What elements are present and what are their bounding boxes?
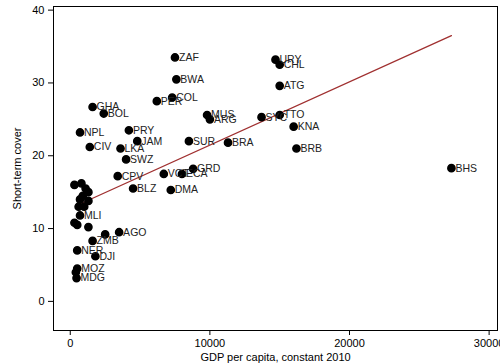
svg-text:KNA: KNA [298,120,320,132]
svg-text:20: 20 [32,149,44,161]
svg-text:JAM: JAM [141,135,162,147]
svg-text:ZAF: ZAF [179,51,199,63]
svg-text:SYC: SYC [265,110,288,123]
svg-text:PRY: PRY [132,123,155,136]
svg-text:ECA: ECA [186,167,208,179]
svg-text:LKA: LKA [124,141,145,154]
svg-text:20000: 20000 [334,337,365,349]
svg-text:DJI: DJI [99,249,116,262]
svg-text:CPV: CPV [122,170,144,182]
svg-text:40: 40 [32,4,44,16]
svg-text:30: 30 [32,76,44,88]
svg-text:NPL: NPL [84,126,105,138]
svg-text:MOZ: MOZ [81,262,105,274]
svg-text:CHL: CHL [284,58,305,70]
svg-text:AGO: AGO [123,226,146,238]
svg-text:ZMB: ZMB [96,234,119,247]
svg-text:COL: COL [176,90,198,103]
svg-text:MDG: MDG [81,271,106,283]
svg-text:PER: PER [161,95,183,107]
svg-text:0: 0 [38,295,44,307]
svg-text:BRB: BRB [300,142,322,154]
svg-text:SWZ: SWZ [130,153,154,165]
svg-text:VCT: VCT [167,167,189,180]
svg-text:ARG: ARG [214,113,237,125]
svg-text:10000: 10000 [195,337,226,349]
svg-text:BWA: BWA [180,73,204,85]
svg-text:BLZ: BLZ [137,182,157,194]
svg-text:CIV: CIV [94,140,112,152]
svg-text:0: 0 [67,337,73,349]
svg-text:GDP per capita, constant 2010: GDP per capita, constant 2010 [200,351,350,363]
svg-text:30000: 30000 [474,337,500,349]
svg-text:NER: NER [81,244,104,256]
svg-text:SUR: SUR [193,135,216,147]
svg-text:BHS: BHS [455,161,477,173]
svg-text:BRA: BRA [232,136,254,148]
svg-text:Short-term cover: Short-term cover [11,127,23,209]
svg-text:10: 10 [32,222,44,234]
svg-text:TTO: TTO [284,108,305,120]
svg-text:BOL: BOL [108,107,129,119]
svg-text:DMA: DMA [175,183,198,195]
svg-text:MLI: MLI [84,209,102,221]
svg-text:GRD: GRD [197,162,221,175]
svg-text:ATG: ATG [284,79,305,91]
